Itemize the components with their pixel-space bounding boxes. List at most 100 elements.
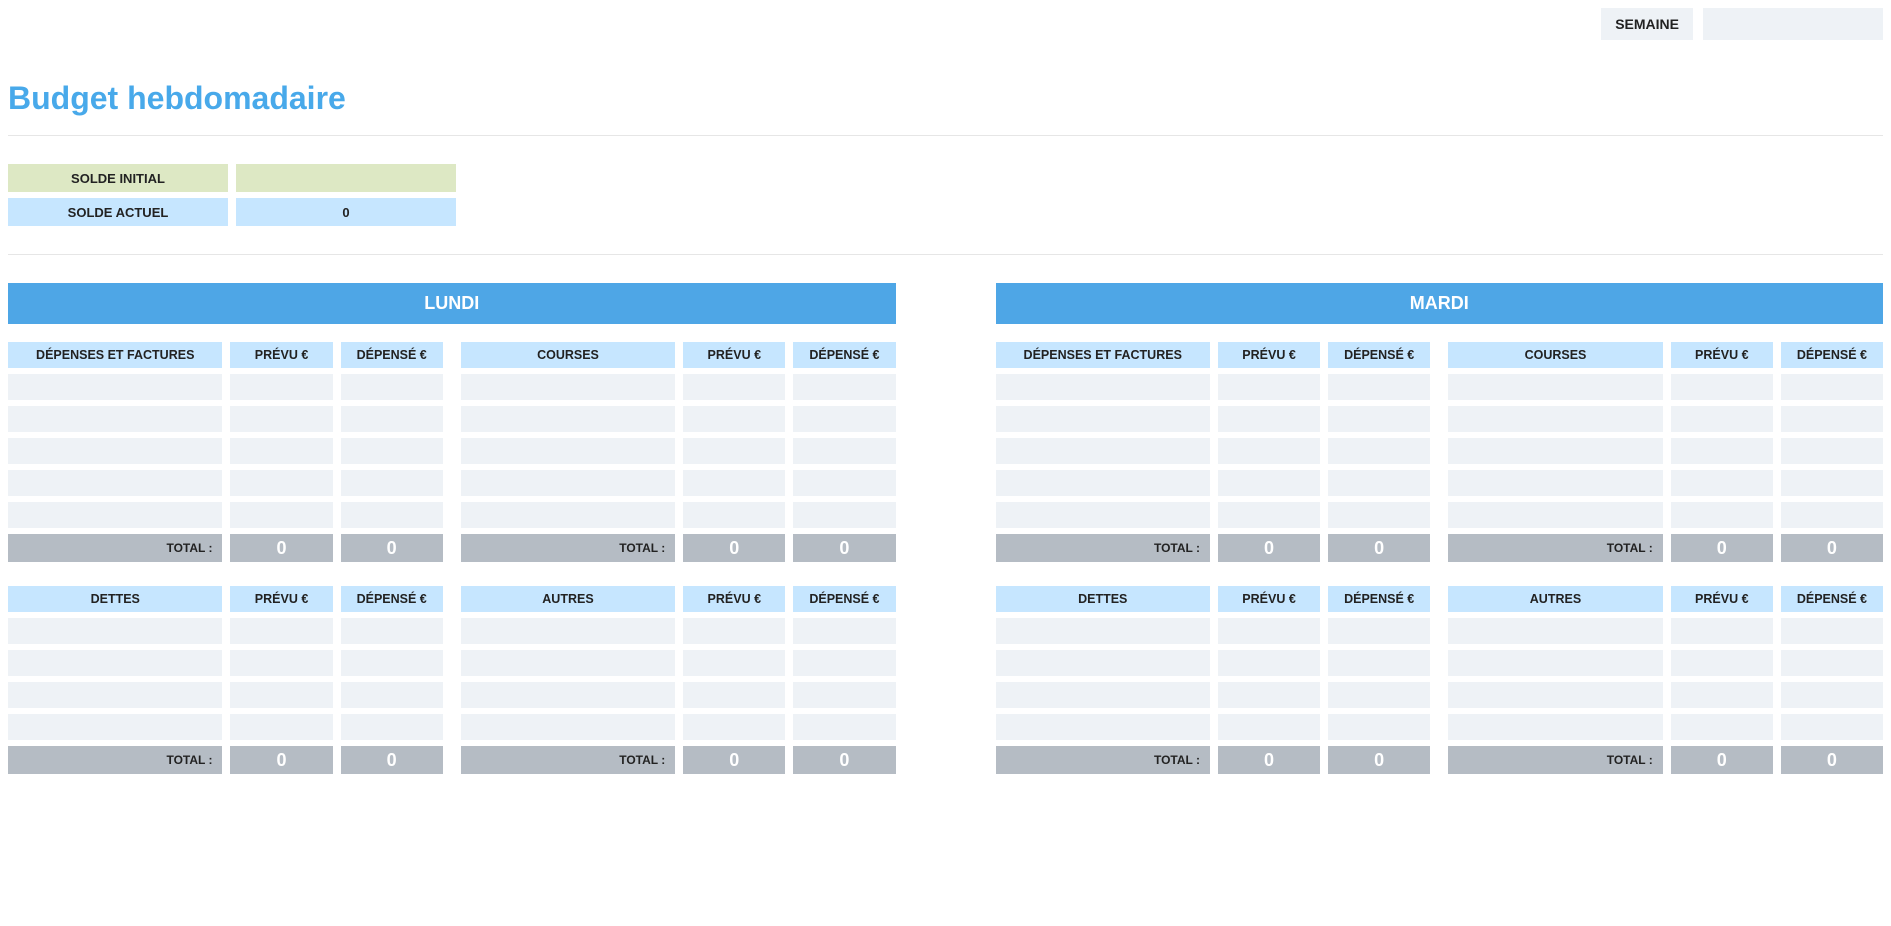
desc-cell[interactable] [461,682,675,708]
desc-cell[interactable] [8,682,222,708]
planned-cell[interactable] [1671,618,1773,644]
planned-cell[interactable] [1218,714,1320,740]
desc-cell[interactable] [996,438,1210,464]
planned-cell[interactable] [683,618,785,644]
planned-cell[interactable] [683,438,785,464]
spent-cell[interactable] [1781,714,1883,740]
planned-cell[interactable] [1218,682,1320,708]
spent-cell[interactable] [1781,374,1883,400]
spent-cell[interactable] [1781,650,1883,676]
desc-cell[interactable] [996,682,1210,708]
planned-cell[interactable] [230,714,332,740]
desc-cell[interactable] [1448,374,1662,400]
desc-cell[interactable] [461,438,675,464]
planned-cell[interactable] [230,502,332,528]
spent-cell[interactable] [341,682,443,708]
spent-cell[interactable] [1781,470,1883,496]
desc-cell[interactable] [1448,650,1662,676]
spent-cell[interactable] [793,618,895,644]
planned-cell[interactable] [1218,438,1320,464]
spent-cell[interactable] [793,502,895,528]
spent-cell[interactable] [793,374,895,400]
planned-cell[interactable] [230,406,332,432]
desc-cell[interactable] [461,502,675,528]
spent-cell[interactable] [1328,618,1430,644]
desc-cell[interactable] [8,650,222,676]
planned-cell[interactable] [1671,714,1773,740]
planned-cell[interactable] [1218,502,1320,528]
planned-cell[interactable] [683,502,785,528]
spent-cell[interactable] [1781,682,1883,708]
spent-cell[interactable] [341,618,443,644]
spent-cell[interactable] [341,714,443,740]
planned-cell[interactable] [230,618,332,644]
spent-cell[interactable] [793,650,895,676]
planned-cell[interactable] [683,374,785,400]
spent-cell[interactable] [1781,502,1883,528]
planned-cell[interactable] [1218,374,1320,400]
spent-cell[interactable] [1328,682,1430,708]
desc-cell[interactable] [461,470,675,496]
planned-cell[interactable] [230,470,332,496]
planned-cell[interactable] [683,682,785,708]
planned-cell[interactable] [1671,438,1773,464]
planned-cell[interactable] [1671,682,1773,708]
planned-cell[interactable] [1671,406,1773,432]
desc-cell[interactable] [8,618,222,644]
spent-cell[interactable] [793,470,895,496]
spent-cell[interactable] [1781,438,1883,464]
spent-cell[interactable] [341,406,443,432]
desc-cell[interactable] [996,618,1210,644]
spent-cell[interactable] [1781,406,1883,432]
desc-cell[interactable] [1448,406,1662,432]
desc-cell[interactable] [8,714,222,740]
spent-cell[interactable] [1328,502,1430,528]
planned-cell[interactable] [1218,618,1320,644]
spent-cell[interactable] [793,406,895,432]
desc-cell[interactable] [996,374,1210,400]
planned-cell[interactable] [683,406,785,432]
balance-initial-value[interactable] [236,164,456,192]
spent-cell[interactable] [341,502,443,528]
spent-cell[interactable] [793,682,895,708]
planned-cell[interactable] [230,682,332,708]
desc-cell[interactable] [8,406,222,432]
desc-cell[interactable] [996,470,1210,496]
spent-cell[interactable] [793,438,895,464]
planned-cell[interactable] [1671,502,1773,528]
spent-cell[interactable] [1328,470,1430,496]
desc-cell[interactable] [1448,502,1662,528]
spent-cell[interactable] [1328,714,1430,740]
planned-cell[interactable] [1671,470,1773,496]
planned-cell[interactable] [1218,650,1320,676]
planned-cell[interactable] [230,374,332,400]
desc-cell[interactable] [461,406,675,432]
spent-cell[interactable] [1328,406,1430,432]
desc-cell[interactable] [8,470,222,496]
desc-cell[interactable] [8,438,222,464]
spent-cell[interactable] [341,650,443,676]
planned-cell[interactable] [1671,650,1773,676]
desc-cell[interactable] [8,374,222,400]
desc-cell[interactable] [8,502,222,528]
spent-cell[interactable] [341,438,443,464]
desc-cell[interactable] [1448,682,1662,708]
spent-cell[interactable] [1328,438,1430,464]
planned-cell[interactable] [683,650,785,676]
week-value-chip[interactable] [1703,8,1883,40]
spent-cell[interactable] [1781,618,1883,644]
desc-cell[interactable] [461,650,675,676]
desc-cell[interactable] [996,650,1210,676]
planned-cell[interactable] [683,714,785,740]
desc-cell[interactable] [1448,714,1662,740]
spent-cell[interactable] [341,470,443,496]
desc-cell[interactable] [1448,618,1662,644]
planned-cell[interactable] [230,438,332,464]
desc-cell[interactable] [996,406,1210,432]
desc-cell[interactable] [996,714,1210,740]
planned-cell[interactable] [1671,374,1773,400]
spent-cell[interactable] [341,374,443,400]
planned-cell[interactable] [1218,406,1320,432]
desc-cell[interactable] [461,374,675,400]
desc-cell[interactable] [1448,470,1662,496]
